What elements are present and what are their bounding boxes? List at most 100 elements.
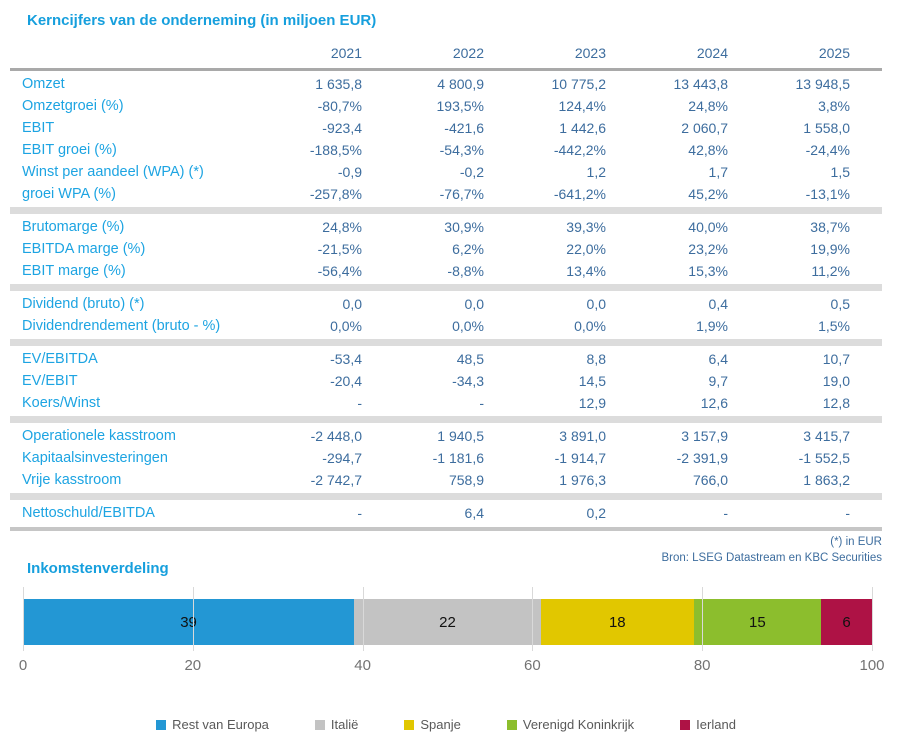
cell-value: 2021 xyxy=(330,45,362,61)
cell-value: 0,0% xyxy=(330,318,362,334)
row-label: Omzet xyxy=(22,76,65,92)
cell-value: - xyxy=(479,395,484,411)
cell-value: -53,4 xyxy=(330,351,362,367)
section-divider xyxy=(10,207,882,214)
cell-value: 1 976,3 xyxy=(559,472,606,488)
cell-value: 1 442,6 xyxy=(559,120,606,136)
table-bottom-line xyxy=(10,527,882,531)
cell-value: 24,8% xyxy=(688,98,728,114)
cell-value: 39,3% xyxy=(566,219,606,235)
gridline xyxy=(702,587,704,651)
cell-value: 0,0 xyxy=(586,296,606,312)
cell-value: 1 558,0 xyxy=(803,120,850,136)
cell-value: 22,0% xyxy=(566,241,606,257)
section-divider xyxy=(10,493,882,500)
legend-item: Rest van Europa xyxy=(156,717,269,732)
table-row: Koers/Winst - - 12,9 12,6 12,8 xyxy=(10,392,882,414)
cell-value: -2 448,0 xyxy=(310,428,362,444)
row-label: Koers/Winst xyxy=(22,395,101,411)
cell-value: -0,2 xyxy=(459,164,484,180)
cell-value: - xyxy=(845,505,850,521)
cell-value: 13,4% xyxy=(566,263,606,279)
bar-segment: 6 xyxy=(821,599,872,645)
cell-value: -24,4% xyxy=(805,142,850,158)
row-label: Winst per aandeel (WPA) (*) xyxy=(22,164,204,180)
row-label: EV/EBITDA xyxy=(22,351,98,367)
chart-legend: Rest van Europa Italië Spanje Verenigd Koni… xyxy=(10,717,882,732)
cell-value: 758,9 xyxy=(448,472,484,488)
cell-value: -1 914,7 xyxy=(554,450,606,466)
cell-value: 1,5% xyxy=(818,318,850,334)
cell-value: 48,5 xyxy=(456,351,484,367)
section-divider xyxy=(10,339,882,346)
year-header-row: 2021 2022 2023 2024 2025 xyxy=(10,41,882,65)
table-row: Brutomarge (%) 24,8% 30,9% 39,3% 40,0% 38,7% xyxy=(10,216,882,238)
cell-value: 40,0% xyxy=(688,219,728,235)
cell-value: - xyxy=(723,505,728,521)
segment-value-label: 39 xyxy=(180,613,197,631)
table-row: Dividend (bruto) (*) 0,0 0,0 0,0 0,4 0,5 xyxy=(10,293,882,315)
cell-value: -294,7 xyxy=(322,450,362,466)
cell-value: 10 775,2 xyxy=(551,76,607,92)
segment-value-label: 22 xyxy=(439,613,456,631)
cell-value: 0,2 xyxy=(586,505,606,521)
row-label: EBIT xyxy=(22,120,55,136)
cell-value: 193,5% xyxy=(436,98,484,114)
cell-value: -20,4 xyxy=(330,373,362,389)
header-divider-line xyxy=(10,68,882,71)
x-axis-ticks: 0 20 40 60 80 100 xyxy=(19,657,885,677)
row-label: Dividendrendement (bruto - %) xyxy=(22,318,221,334)
cell-value: -442,2% xyxy=(553,142,606,158)
row-label: EV/EBIT xyxy=(22,373,78,389)
cell-value: 3 415,7 xyxy=(803,428,850,444)
cell-value: -56,4% xyxy=(317,263,362,279)
row-label: Brutomarge (%) xyxy=(22,219,125,235)
row-label: Vrije kasstroom xyxy=(22,472,122,488)
table-row: EBIT groei (%) -188,5% -54,3% -442,2% 42,8% -… xyxy=(10,139,882,161)
cell-value: -188,5% xyxy=(309,142,362,158)
gridline xyxy=(872,587,873,651)
cell-value: 13 443,8 xyxy=(673,76,729,92)
legend-item: Verenigd Koninkrijk xyxy=(506,717,634,732)
legend-swatch-icon xyxy=(506,719,517,730)
stacked-bar-plot: 39 22 18 15 6 xyxy=(23,587,873,651)
segment-value-label: 6 xyxy=(842,613,851,631)
x-tick-label: 80 xyxy=(693,657,711,674)
cell-value: 2023 xyxy=(574,45,606,61)
cell-value: 2 060,7 xyxy=(681,120,728,136)
legend-label: Rest van Europa xyxy=(172,717,269,732)
cell-value: -21,5% xyxy=(317,241,362,257)
footnote-text: Bron: LSEG Datastream en KBC Securities xyxy=(661,552,882,564)
cell-value: 6,2% xyxy=(452,241,484,257)
cell-value: 0,0% xyxy=(574,318,606,334)
cell-value: 12,9 xyxy=(578,395,606,411)
cell-value: -1 181,6 xyxy=(432,450,484,466)
bar-segment: 39 xyxy=(23,599,355,645)
cell-value: 19,9% xyxy=(810,241,850,257)
cell-value: 6,4 xyxy=(708,351,728,367)
key-figures-section: Kerncijfers van de onderneming (in miljo… xyxy=(10,8,882,566)
cell-value: 4 800,9 xyxy=(437,76,484,92)
table-row: EBITDA marge (%) -21,5% 6,2% 22,0% 23,2% 19,9… xyxy=(10,238,882,260)
cell-value: 11,2% xyxy=(811,263,850,279)
segment-value-label: 18 xyxy=(608,613,626,631)
stacked-bar: 39 22 18 15 6 xyxy=(23,599,872,645)
x-tick-label: 60 xyxy=(524,657,541,674)
cell-value: - xyxy=(357,505,362,521)
table-row: Kapitaalsinvesteringen -294,7 -1 181,6 -1 9… xyxy=(10,447,882,469)
cell-value: 45,2% xyxy=(688,186,728,202)
cell-value: -13,1% xyxy=(805,186,850,202)
cell-value: 12,8 xyxy=(822,395,850,411)
cell-value: 19,0 xyxy=(822,373,850,389)
x-tick-label: 100 xyxy=(859,657,885,674)
row-label: Nettoschuld/EBITDA xyxy=(22,505,155,521)
cell-value: 1,2 xyxy=(586,164,606,180)
bar-segment: 22 xyxy=(354,599,541,645)
cell-value: -421,6 xyxy=(444,120,484,136)
cell-value: 30,9% xyxy=(444,219,484,235)
cell-value: -80,7% xyxy=(317,98,362,114)
cell-value: -641,2% xyxy=(553,186,606,202)
table-row: Winst per aandeel (WPA) (*) -0,9 -0,2 1,2 1,… xyxy=(10,161,882,183)
table-row: Omzetgroei (%) -80,7% 193,5% 124,4% 24,8% 3,8… xyxy=(10,95,882,117)
legend-item: Spanje xyxy=(404,717,461,732)
